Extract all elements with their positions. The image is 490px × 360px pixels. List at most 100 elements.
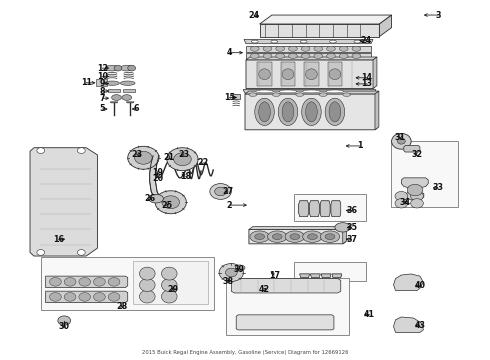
- Polygon shape: [246, 45, 371, 51]
- Ellipse shape: [326, 90, 343, 93]
- Ellipse shape: [121, 81, 135, 85]
- Ellipse shape: [161, 267, 177, 280]
- Ellipse shape: [271, 40, 278, 43]
- Text: 1: 1: [357, 141, 363, 150]
- Ellipse shape: [167, 148, 198, 171]
- Ellipse shape: [300, 40, 307, 43]
- Bar: [108, 89, 120, 92]
- Bar: [294, 262, 366, 281]
- Bar: [232, 94, 240, 99]
- Text: 24: 24: [248, 11, 259, 20]
- Text: 26: 26: [144, 194, 155, 203]
- Ellipse shape: [58, 316, 71, 325]
- Text: 2: 2: [226, 201, 232, 210]
- Text: 37: 37: [346, 235, 357, 244]
- Polygon shape: [244, 40, 373, 44]
- Polygon shape: [246, 60, 374, 89]
- Polygon shape: [404, 145, 420, 152]
- Polygon shape: [331, 201, 341, 217]
- Text: 28: 28: [116, 302, 127, 311]
- Ellipse shape: [259, 69, 270, 80]
- Ellipse shape: [301, 46, 310, 51]
- Ellipse shape: [108, 278, 120, 286]
- Text: 23: 23: [178, 150, 190, 159]
- Ellipse shape: [121, 65, 133, 71]
- Bar: [41, 257, 214, 310]
- Text: 19: 19: [152, 168, 164, 177]
- Text: 7: 7: [99, 94, 105, 103]
- Ellipse shape: [128, 146, 159, 169]
- Ellipse shape: [272, 234, 282, 239]
- Text: 14: 14: [362, 73, 373, 82]
- Polygon shape: [260, 24, 379, 37]
- Ellipse shape: [327, 53, 335, 58]
- Bar: [226, 278, 348, 335]
- Ellipse shape: [290, 234, 300, 239]
- Ellipse shape: [249, 93, 257, 96]
- Ellipse shape: [268, 231, 287, 242]
- Polygon shape: [328, 62, 342, 86]
- Ellipse shape: [301, 53, 310, 58]
- Ellipse shape: [128, 65, 136, 71]
- Ellipse shape: [49, 278, 61, 286]
- Ellipse shape: [395, 192, 408, 201]
- Text: 12: 12: [97, 64, 108, 73]
- Ellipse shape: [411, 192, 423, 201]
- Ellipse shape: [135, 151, 152, 164]
- Polygon shape: [126, 102, 134, 103]
- Polygon shape: [246, 53, 371, 59]
- Bar: [123, 89, 135, 92]
- Ellipse shape: [339, 46, 348, 51]
- Ellipse shape: [250, 53, 259, 58]
- Polygon shape: [331, 201, 341, 217]
- Text: 31: 31: [395, 133, 406, 142]
- Ellipse shape: [276, 46, 285, 51]
- Polygon shape: [245, 91, 379, 94]
- Ellipse shape: [79, 293, 91, 301]
- Ellipse shape: [122, 95, 132, 100]
- Text: 36: 36: [346, 206, 357, 215]
- Ellipse shape: [250, 46, 259, 51]
- Bar: [294, 194, 366, 221]
- Text: 16: 16: [53, 235, 64, 244]
- Ellipse shape: [278, 98, 298, 126]
- Text: 5: 5: [99, 104, 105, 113]
- Text: 42: 42: [259, 285, 270, 294]
- Ellipse shape: [285, 231, 305, 242]
- Ellipse shape: [94, 278, 105, 286]
- Ellipse shape: [112, 95, 122, 100]
- Polygon shape: [300, 274, 310, 278]
- Text: 21: 21: [164, 153, 175, 162]
- Ellipse shape: [364, 40, 370, 43]
- Ellipse shape: [259, 102, 270, 122]
- Ellipse shape: [235, 265, 245, 271]
- Ellipse shape: [320, 231, 340, 242]
- Ellipse shape: [296, 93, 304, 96]
- Ellipse shape: [335, 223, 350, 232]
- Ellipse shape: [308, 234, 318, 239]
- Polygon shape: [243, 90, 376, 93]
- Ellipse shape: [354, 40, 361, 43]
- Ellipse shape: [77, 249, 85, 255]
- Ellipse shape: [302, 98, 321, 126]
- Polygon shape: [379, 15, 392, 37]
- Text: 15: 15: [224, 93, 235, 102]
- Polygon shape: [249, 229, 345, 244]
- Text: 17: 17: [269, 270, 280, 279]
- Polygon shape: [46, 276, 128, 288]
- Polygon shape: [150, 156, 160, 199]
- Text: 33: 33: [433, 183, 443, 192]
- Ellipse shape: [314, 46, 323, 51]
- Ellipse shape: [49, 293, 61, 301]
- Ellipse shape: [276, 53, 285, 58]
- Ellipse shape: [79, 278, 91, 286]
- Text: 35: 35: [346, 223, 357, 232]
- Ellipse shape: [303, 90, 320, 93]
- Ellipse shape: [339, 53, 348, 58]
- Ellipse shape: [219, 264, 244, 282]
- Ellipse shape: [108, 293, 120, 301]
- Text: 9: 9: [99, 79, 105, 88]
- Ellipse shape: [173, 153, 191, 166]
- Ellipse shape: [140, 290, 155, 303]
- Ellipse shape: [251, 40, 258, 43]
